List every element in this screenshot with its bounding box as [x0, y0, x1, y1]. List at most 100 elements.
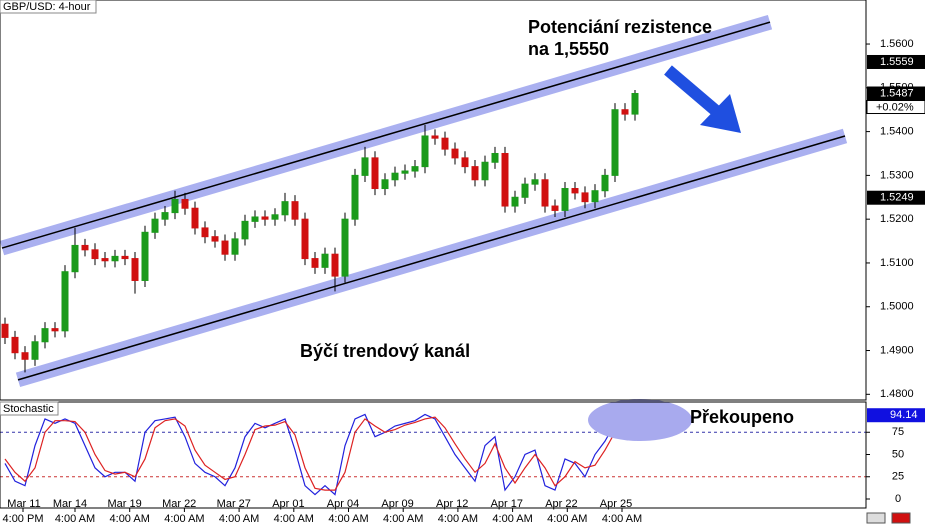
candle-body — [141, 231, 149, 281]
candle-body — [121, 255, 129, 260]
down-arrow — [664, 65, 741, 133]
candle-body — [501, 152, 509, 207]
y-tick-label: 1.4800 — [880, 388, 914, 400]
candle-body — [71, 244, 79, 273]
change-box — [866, 100, 925, 115]
candle-body — [451, 148, 459, 159]
current-label-box — [867, 408, 925, 423]
y-tick-label: 1.5300 — [880, 169, 914, 181]
x-tick-label: 4:00 AM — [328, 513, 368, 525]
x-tick-label: Mar 14 — [53, 498, 87, 510]
price-label-box — [867, 54, 925, 69]
x-tick-label: 4:00 PM — [3, 513, 44, 525]
candle-body — [111, 255, 119, 262]
candle-body — [91, 249, 99, 260]
x-tick-label: 4:00 AM — [602, 513, 642, 525]
annotation: Potenciání rezistence — [528, 17, 712, 37]
change-label: +0.02% — [876, 101, 914, 113]
scroll-button[interactable] — [866, 512, 886, 524]
arrow-head — [700, 94, 741, 133]
candle-body — [441, 137, 449, 150]
x-tick-label: 4:00 AM — [438, 513, 478, 525]
candle-body — [571, 188, 579, 194]
stochastic-panel: 0 25 50 75 94.14 Mar 11 4:00 PM Mar 14 4:00 AM Ma… — [0, 408, 925, 525]
candle-body — [81, 244, 89, 251]
y-tick-label: 1.5200 — [880, 213, 914, 225]
current-label: 94.14 — [890, 409, 918, 421]
candle-body — [531, 179, 539, 185]
candle-body — [51, 328, 59, 332]
x-tick-label: Apr 22 — [545, 498, 577, 510]
stochastic-frame — [0, 401, 867, 509]
price-panel: 1.4800 1.4900 1.5000 1.5100 1.5200 1.5300 1.54… — [0, 14, 925, 400]
x-tick-label: Mar 22 — [162, 498, 196, 510]
x-tick-label: Apr 25 — [600, 498, 632, 510]
candle-body — [481, 161, 489, 181]
candle-body — [411, 166, 419, 172]
y-tick-label: 1.4900 — [880, 344, 914, 356]
stochastic-line — [4, 413, 636, 496]
candle-body — [251, 216, 259, 222]
candle-body — [1, 323, 9, 338]
chart-title: GBP/USD: 4-hour — [3, 1, 91, 13]
candle-body — [31, 341, 39, 360]
annotation: na 1,5550 — [528, 39, 609, 59]
x-tick-label: Apr 09 — [381, 498, 413, 510]
x-tick-label: 4:00 AM — [492, 513, 532, 525]
annotation: Býčí trendový kanál — [300, 341, 470, 361]
candle-body — [301, 218, 309, 260]
x-tick-label: 4:00 AM — [547, 513, 587, 525]
candle-body — [581, 192, 589, 203]
trend-line — [17, 135, 846, 381]
candle-body — [341, 218, 349, 277]
x-tick-label: 4:00 AM — [219, 513, 259, 525]
indicator-title: Stochastic — [3, 403, 54, 415]
x-tick-label: 4:00 AM — [110, 513, 150, 525]
candle-body — [461, 157, 469, 168]
y-tick-label: 25 — [892, 471, 904, 483]
x-tick-label: Mar 11 — [7, 498, 40, 510]
x-tick-label: Apr 12 — [436, 498, 468, 510]
candle-body — [611, 109, 619, 176]
y-tick-label: 50 — [892, 448, 904, 460]
candle-body — [171, 198, 179, 214]
price-label-box — [867, 190, 925, 205]
price-label: 1.5249 — [880, 192, 914, 204]
candle-body — [261, 216, 269, 220]
candle-body — [221, 240, 229, 255]
candle-body — [381, 179, 389, 190]
candle-body — [241, 220, 249, 240]
candle-body — [551, 205, 559, 211]
x-tick-label: 4:00 AM — [164, 513, 204, 525]
x-tick-label: Mar 19 — [107, 498, 141, 510]
y-tick-label: 75 — [892, 426, 904, 438]
y-tick-label: 1.5000 — [880, 301, 914, 313]
candle-body — [101, 258, 109, 262]
candle-body — [421, 135, 429, 168]
candle-body — [291, 201, 299, 220]
candle-body — [331, 253, 339, 277]
price-frame — [0, 0, 867, 401]
x-tick-label: Mar 27 — [217, 498, 251, 510]
x-tick-label: Apr 01 — [272, 498, 304, 510]
candle-body — [151, 218, 159, 233]
overbought-highlight — [588, 399, 692, 441]
candle-body — [561, 188, 569, 211]
x-tick-label: 4:00 AM — [55, 513, 95, 525]
candle-body — [181, 198, 189, 209]
y-tick-label: 0 — [895, 493, 901, 505]
candle-body — [61, 271, 69, 332]
candle-body — [361, 157, 369, 176]
annotation: Překoupeno — [690, 407, 794, 427]
candle-body — [431, 135, 439, 139]
candle-body — [591, 190, 599, 203]
candle-body — [271, 214, 279, 220]
scroll-button[interactable] — [891, 512, 911, 524]
candle-body — [41, 328, 49, 343]
candle-body — [541, 179, 549, 207]
candle-body — [21, 352, 29, 360]
x-tick-label: Apr 17 — [491, 498, 523, 510]
candle-body — [401, 170, 409, 174]
candle-body — [131, 258, 139, 281]
candle-body — [601, 174, 609, 192]
